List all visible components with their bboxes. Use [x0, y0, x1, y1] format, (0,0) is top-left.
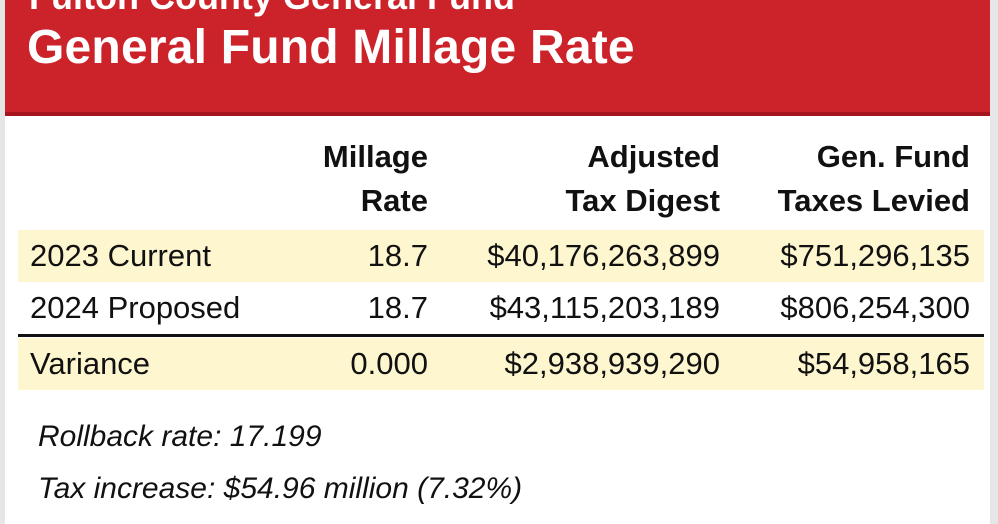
header-millage-rate: Millage Rate [270, 135, 428, 223]
header-millage-line1: Millage [322, 139, 428, 174]
banner-kicker: Fulton County General Fund [29, 0, 515, 18]
rollback-rate-note: Rollback rate: 17.199 [38, 420, 322, 453]
table-row-highlight [18, 230, 984, 282]
row-label: 2023 Current [30, 238, 211, 273]
row-levied: $751,296,135 [780, 238, 970, 273]
header-adjusted-tax-digest: Adjusted Tax Digest [480, 135, 720, 223]
row-millage: 18.7 [367, 290, 428, 325]
title-banner: Fulton County General Fund General Fund … [5, 0, 990, 116]
row-levied: $806,254,300 [780, 290, 970, 325]
row-millage: 0.000 [350, 346, 428, 381]
table-divider [18, 334, 984, 337]
row-digest: $40,176,263,899 [487, 238, 720, 273]
table-row-highlight [18, 338, 984, 390]
row-millage: 18.7 [367, 238, 428, 273]
row-label: 2024 Proposed [30, 290, 241, 325]
row-levied: $54,958,165 [797, 346, 970, 381]
page-title: General Fund Millage Rate [27, 21, 635, 74]
tax-increase-note: Tax increase: $54.96 million (7.32%) [38, 472, 523, 505]
header-levied-line2: Taxes Levied [777, 183, 970, 218]
row-label: Variance [30, 346, 151, 381]
header-digest-line2: Tax Digest [565, 183, 720, 218]
header-millage-line2: Rate [360, 183, 428, 218]
row-digest: $43,115,203,189 [489, 290, 720, 325]
header-levied-line1: Gen. Fund [816, 139, 970, 174]
row-digest: $2,938,939,290 [504, 346, 721, 381]
header-digest-line1: Adjusted [587, 139, 720, 174]
header-gen-fund-taxes-levied: Gen. Fund Taxes Levied [740, 135, 970, 223]
